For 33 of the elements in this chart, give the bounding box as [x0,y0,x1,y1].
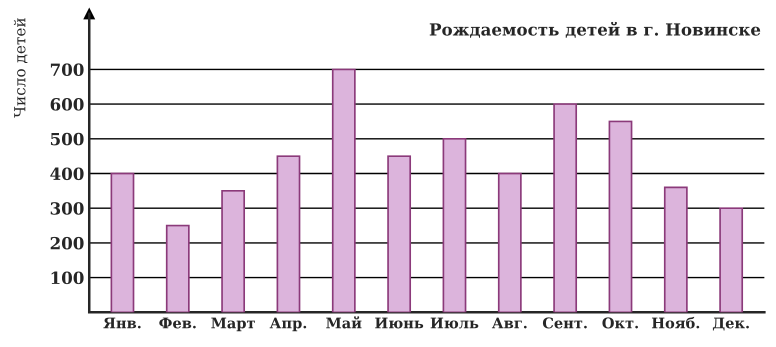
bar [332,68,356,312]
y-tick-label: 600 [50,98,84,111]
x-tick-label: Май [326,316,362,328]
bar [387,155,412,312]
x-tick-label: Нояб. [652,316,700,328]
y-tick-label: 200 [50,236,84,250]
y-tick-label: 700 [50,63,84,76]
bar [442,138,466,312]
bar [110,172,134,312]
x-tick-label: Июнь [375,318,424,328]
y-tick-label: 500 [50,132,84,146]
bar [608,120,632,312]
x-tick-label: Авг. [492,318,527,328]
bar [166,224,190,312]
x-tick-label: Март [211,318,255,332]
y-tick-label: 100 [52,272,84,284]
x-tick-label: Окт. [602,317,638,328]
y-tick-label: 300 [50,202,84,215]
bar [719,207,744,312]
y-tick-label: 400 [50,167,84,180]
x-tick-label: Апр. [270,318,306,332]
x-tick-label: Июль [430,318,478,328]
bar [664,186,688,312]
x-tick-label: Янв. [103,318,141,328]
x-tick-label: Сент. [542,317,587,328]
bar [498,172,522,312]
bar [221,190,246,312]
y-axis-title: Число детей [14,18,28,118]
x-tick-label: Дек. [712,318,749,331]
bar [276,155,300,312]
chart-title: Рождаемость детей в г. Новинске [430,22,760,38]
x-tick-label: Фев. [159,318,196,328]
bar [553,103,578,312]
